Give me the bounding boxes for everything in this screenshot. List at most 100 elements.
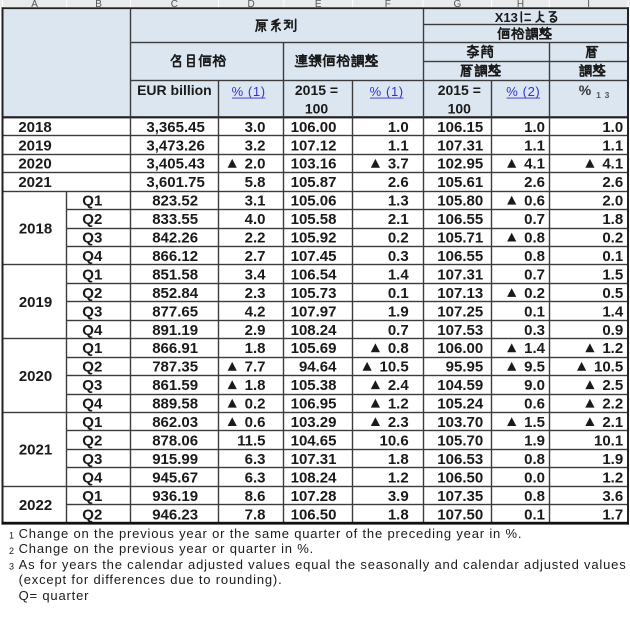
svg-text:10.6: 10.6: [379, 433, 408, 450]
svg-text:2.6: 2.6: [388, 174, 409, 191]
svg-text:3.9: 3.9: [388, 488, 409, 505]
svg-text:1.2: 1.2: [388, 469, 409, 486]
svg-text:107.50: 107.50: [437, 506, 483, 523]
svg-text:103.16: 103.16: [291, 156, 337, 173]
svg-text:105.92: 105.92: [291, 230, 337, 247]
svg-text:% (1): % (1): [370, 84, 404, 99]
svg-text:Change on the previous year or: Change on the previous year or the same …: [19, 526, 523, 541]
svg-text:106.55: 106.55: [437, 211, 483, 228]
svg-text:Q= quarter: Q= quarter: [19, 588, 90, 603]
svg-text:105.80: 105.80: [437, 193, 483, 210]
svg-text:878.06: 878.06: [152, 433, 198, 450]
svg-text:100: 100: [448, 100, 472, 116]
svg-text:7.8: 7.8: [245, 506, 266, 523]
svg-text:2.4: 2.4: [388, 377, 410, 394]
svg-text:103.70: 103.70: [437, 414, 483, 431]
svg-text:D: D: [247, 0, 254, 10]
svg-text:(except for differences due to: (except for differences due to rounding)…: [19, 572, 283, 587]
svg-text:2.5: 2.5: [602, 377, 623, 394]
svg-text:107.35: 107.35: [437, 488, 483, 505]
svg-text:3.6: 3.6: [602, 488, 623, 505]
svg-text:Q2: Q2: [82, 359, 102, 376]
svg-text:2018: 2018: [19, 220, 52, 237]
svg-text:104.59: 104.59: [437, 377, 483, 394]
svg-text:4.1: 4.1: [602, 156, 623, 173]
svg-text:0.8: 0.8: [388, 340, 409, 357]
svg-text:106.54: 106.54: [291, 266, 338, 283]
svg-text:1.9: 1.9: [388, 303, 409, 320]
svg-text:2.3: 2.3: [388, 414, 409, 431]
svg-text:105.87: 105.87: [291, 174, 337, 191]
svg-text:915.99: 915.99: [152, 451, 198, 468]
svg-text:105.24: 105.24: [437, 396, 484, 413]
svg-text:106.00: 106.00: [437, 340, 483, 357]
svg-text:2.6: 2.6: [602, 174, 623, 191]
svg-text:1: 1: [9, 531, 14, 541]
svg-text:1.5: 1.5: [602, 266, 623, 283]
svg-text:889.58: 889.58: [152, 396, 198, 413]
svg-text:100: 100: [305, 100, 329, 116]
svg-text:0.2: 0.2: [602, 230, 623, 247]
svg-text:107.13: 107.13: [437, 285, 483, 302]
svg-text:107.45: 107.45: [291, 248, 337, 265]
svg-text:0.7: 0.7: [388, 322, 409, 339]
svg-text:0.1: 0.1: [524, 303, 545, 320]
svg-text:0.1: 0.1: [602, 248, 623, 265]
svg-text:4.1: 4.1: [524, 156, 545, 173]
svg-text:105.38: 105.38: [291, 377, 337, 394]
svg-text:106.15: 106.15: [437, 119, 483, 136]
svg-text:945.67: 945.67: [152, 469, 198, 486]
svg-text:946.23: 946.23: [152, 506, 198, 523]
svg-text:0.2: 0.2: [388, 230, 409, 247]
svg-text:9.0: 9.0: [524, 377, 545, 394]
svg-text:0.9: 0.9: [602, 322, 623, 339]
svg-text:10.1: 10.1: [594, 433, 623, 450]
svg-text:Q2: Q2: [82, 506, 102, 523]
svg-text:Q2: Q2: [82, 433, 102, 450]
svg-text:0.1: 0.1: [524, 506, 545, 523]
svg-text:105.73: 105.73: [291, 285, 337, 302]
svg-text:2.9: 2.9: [245, 322, 266, 339]
svg-text:% (1): % (1): [232, 84, 266, 99]
svg-text:2018: 2018: [18, 119, 51, 136]
svg-text:Q1: Q1: [82, 266, 102, 283]
svg-text:103.29: 103.29: [291, 414, 337, 431]
svg-text:107.31: 107.31: [437, 137, 483, 154]
svg-text:Q1: Q1: [82, 340, 102, 357]
svg-text:EUR billion: EUR billion: [137, 82, 212, 98]
svg-text:1.4: 1.4: [602, 303, 624, 320]
svg-text:2022: 2022: [19, 497, 52, 514]
svg-text:2015 =: 2015 =: [295, 82, 338, 98]
svg-text:0.8: 0.8: [524, 451, 545, 468]
svg-text:2.7: 2.7: [245, 248, 266, 265]
svg-text:0.6: 0.6: [524, 396, 545, 413]
svg-text:3,601.75: 3,601.75: [146, 174, 204, 191]
svg-text:0.6: 0.6: [245, 414, 266, 431]
svg-text:107.25: 107.25: [437, 303, 483, 320]
svg-text:104.65: 104.65: [291, 433, 337, 450]
svg-text:Q1: Q1: [82, 488, 102, 505]
svg-text:0.7: 0.7: [524, 266, 545, 283]
svg-text:108.24: 108.24: [291, 469, 338, 486]
svg-text:2.1: 2.1: [602, 414, 623, 431]
svg-text:1.8: 1.8: [602, 211, 623, 228]
svg-text:1.8: 1.8: [388, 506, 409, 523]
svg-text:A: A: [31, 0, 38, 10]
svg-text:105.58: 105.58: [291, 211, 337, 228]
svg-text:Q4: Q4: [82, 469, 103, 486]
svg-text:1: 1: [596, 90, 601, 100]
svg-text:3.0: 3.0: [245, 119, 266, 136]
svg-text:2015 =: 2015 =: [438, 82, 481, 98]
svg-text:0.5: 0.5: [602, 285, 623, 302]
svg-text:106.00: 106.00: [291, 119, 337, 136]
svg-text:106.95: 106.95: [291, 396, 337, 413]
svg-text:2020: 2020: [18, 156, 51, 173]
svg-text:852.84: 852.84: [152, 285, 199, 302]
svg-text:Q3: Q3: [82, 377, 102, 394]
svg-text:833.55: 833.55: [152, 211, 198, 228]
svg-text:861.59: 861.59: [152, 377, 198, 394]
svg-text:1.1: 1.1: [388, 137, 409, 154]
svg-text:11.5: 11.5: [237, 433, 265, 450]
svg-text:2.1: 2.1: [388, 211, 409, 228]
svg-text:107.53: 107.53: [437, 322, 483, 339]
